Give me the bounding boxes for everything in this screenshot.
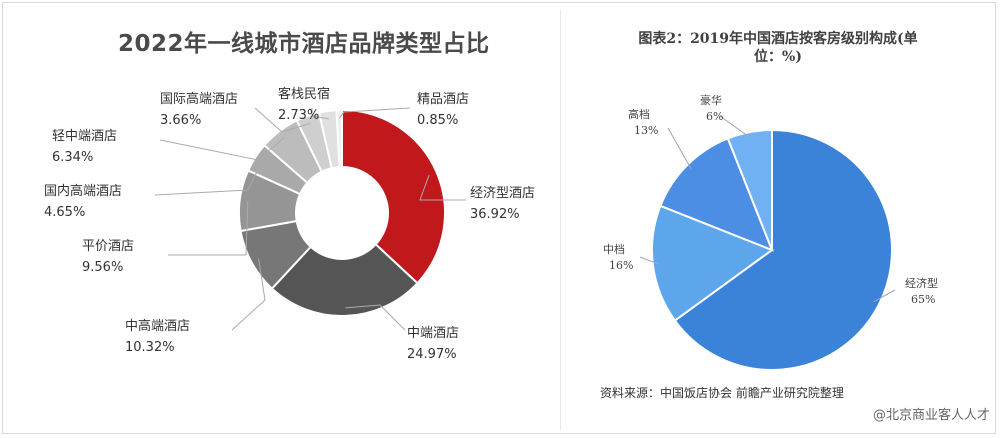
donut-label-7: 国际高端酒店 <box>160 91 238 107</box>
donut-chart: 经济型酒店 36.92% 中端酒店 24.97% 中高端酒店 10.32% 平价酒店 9.56… <box>44 86 535 362</box>
pie-leader-line-2 <box>639 256 660 265</box>
donut-label-5: 国内高端酒店 <box>44 183 122 199</box>
donut-label-9: 精品酒店 <box>417 92 469 107</box>
pie-slice-1 <box>673 128 893 371</box>
donut-leader-line-5 <box>154 161 263 196</box>
donut-leader-line-4 <box>168 201 249 256</box>
donut-slice-1 <box>341 108 446 285</box>
donut-label-8: 客栈民宿 <box>278 86 330 102</box>
donut-leader-line-1 <box>419 174 466 201</box>
pie-chart: 经济型 65% 中档 16% 高档 13% 豪华 6% <box>603 93 938 371</box>
pie-leader-line-1 <box>873 289 896 303</box>
donut-leader-line-2 <box>345 304 406 331</box>
donut-leader-line-9 <box>339 107 411 119</box>
pie-value-1: 65% <box>911 293 935 306</box>
donut-value-2: 24.97% <box>407 347 457 362</box>
donut-value-5: 4.65% <box>44 205 85 220</box>
pie-label-3: 高档 <box>628 107 650 121</box>
pie-chart-title: 图表2：2019年中国酒店按客房级别构成(单 位：%) <box>598 30 958 66</box>
donut-value-6: 6.34% <box>52 150 93 165</box>
donut-label-3: 中高端酒店 <box>125 318 190 334</box>
donut-label-6: 轻中端酒店 <box>52 129 117 144</box>
donut-leader-line-7 <box>254 107 311 133</box>
donut-label-2: 中端酒店 <box>407 326 459 341</box>
pie-chart-title-line2: 位：%) <box>754 49 802 65</box>
donut-value-4: 9.56% <box>82 260 123 275</box>
credit-watermark: @北京商业客人人才 <box>872 408 990 423</box>
pie-slice-4 <box>726 128 773 251</box>
donut-value-8: 2.73% <box>278 108 319 123</box>
pie-slice-2 <box>651 204 775 322</box>
donut-value-7: 3.66% <box>160 113 201 128</box>
pie-label-4: 豪华 <box>700 93 722 107</box>
donut-slice-2 <box>270 242 419 317</box>
donut-value-3: 10.32% <box>125 340 175 355</box>
donut-leader-line-3 <box>231 258 266 331</box>
donut-label-1: 经济型酒店 <box>470 186 535 201</box>
pie-chart-title-line1: 图表2：2019年中国酒店按客房级别构成(单 <box>638 31 918 47</box>
donut-chart-title: 2022年一线城市酒店品牌类型占比 <box>118 31 490 57</box>
donut-value-9: 0.85% <box>417 113 458 128</box>
pie-label-2: 中档 <box>603 242 625 256</box>
pie-label-1: 经济型 <box>905 276 938 290</box>
panel-divider <box>560 10 561 430</box>
pie-value-3: 13% <box>634 124 658 137</box>
pie-slice-3 <box>659 137 774 252</box>
donut-leader-line-6 <box>159 137 285 161</box>
donut-leader-line-8 <box>311 108 329 120</box>
pie-value-2: 16% <box>609 259 633 272</box>
source-note: 资料来源：中国饭店协会 前瞻产业研究院整理 <box>600 386 844 400</box>
pie-leader-line-3 <box>667 127 692 170</box>
donut-label-4: 平价酒店 <box>82 239 134 254</box>
pie-leader-line-4 <box>719 115 751 139</box>
donut-value-1: 36.92% <box>470 207 520 222</box>
donut-slice-9 <box>335 108 343 169</box>
pie-value-4: 6% <box>706 110 723 123</box>
